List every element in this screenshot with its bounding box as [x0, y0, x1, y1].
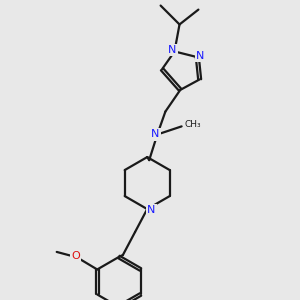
Text: N: N [168, 45, 177, 55]
Text: N: N [147, 205, 155, 215]
Text: CH₃: CH₃ [184, 120, 201, 129]
Text: O: O [71, 251, 80, 261]
Text: N: N [151, 130, 160, 140]
Text: N: N [196, 51, 204, 61]
